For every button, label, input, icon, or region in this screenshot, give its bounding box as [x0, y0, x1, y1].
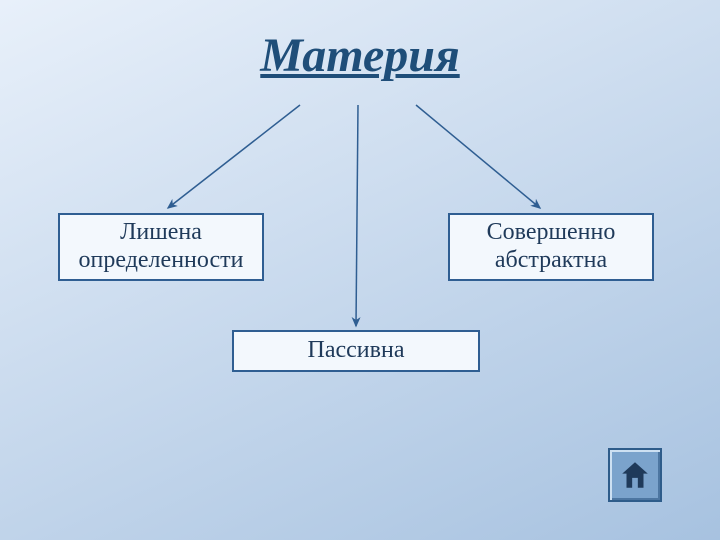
property-box-right: Совершенно абстрактна [448, 213, 654, 281]
slide-canvas: Материя Лишена определенности Совершенно… [0, 0, 720, 540]
slide-title: Материя [0, 28, 720, 83]
property-box-bottom: Пассивна [232, 330, 480, 372]
property-box-left: Лишена определенности [58, 213, 264, 281]
home-button[interactable] [608, 448, 662, 502]
home-icon [618, 458, 652, 492]
